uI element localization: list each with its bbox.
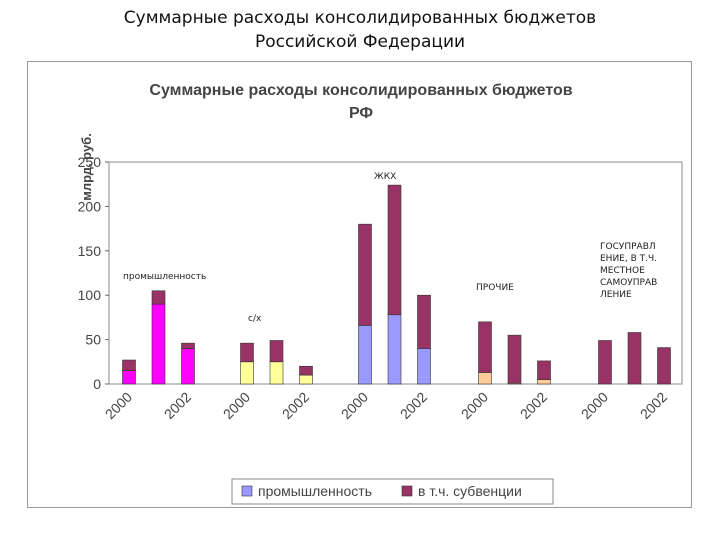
- bar-subsidy: [358, 223, 372, 326]
- x-tick-label: 2002: [637, 389, 670, 422]
- group-annotation: ГОСУПРАВЛ ЕНИЕ, В Т.Ч. МЕСТНОЕ САМОУПРАВ ЛЕН…: [600, 242, 657, 300]
- legend-swatch: [401, 485, 413, 497]
- x-tick-label: 2000: [220, 389, 253, 422]
- x-tick-label: 2002: [279, 389, 312, 422]
- group-annotation: ЖКХ: [374, 172, 396, 182]
- y-tick-label: 200: [78, 198, 102, 214]
- bar-subsidy: [598, 340, 612, 385]
- group-annotation: промышленность: [123, 272, 206, 282]
- bar-base: [387, 314, 402, 385]
- bar-base: [269, 361, 284, 385]
- bar-subsidy: [507, 334, 522, 384]
- bar-subsidy: [122, 359, 136, 371]
- y-tick-label: 0: [93, 376, 101, 392]
- legend-label: промышленность: [258, 483, 372, 499]
- legend-label: в т.ч. субвенции: [418, 483, 522, 499]
- x-tick-label: 2000: [458, 389, 491, 422]
- x-tick-label: 2002: [161, 389, 194, 422]
- bar-base: [478, 372, 492, 385]
- bar-subsidy: [240, 342, 254, 363]
- bar-base: [151, 303, 166, 385]
- bar-base: [122, 370, 136, 385]
- group-annotation: ПРОЧИЕ: [476, 283, 514, 293]
- y-tick-label: 250: [78, 154, 102, 170]
- x-tick-label: 2002: [397, 389, 430, 422]
- bar-subsidy: [537, 360, 551, 380]
- legend-box: [231, 478, 554, 505]
- bar-subsidy: [417, 294, 431, 349]
- bar-base: [537, 379, 551, 385]
- y-tick-label: 50: [85, 332, 101, 348]
- bar-subsidy: [387, 184, 402, 316]
- y-tick-label: 100: [78, 287, 102, 303]
- chart-frame: Суммарные расходы консолидированных бюдж…: [27, 61, 692, 508]
- chart-title-line2: РФ: [349, 105, 373, 122]
- bar-subsidy: [181, 342, 195, 349]
- bar-subsidy: [657, 347, 671, 385]
- chart-title-line1: Суммарные расходы консолидированных бюдж…: [149, 82, 572, 99]
- x-tick-label: 2002: [517, 389, 550, 422]
- chart: Суммарные расходы консолидированных бюдж…: [78, 82, 683, 505]
- bar-base: [358, 325, 372, 385]
- x-tick-label: 2000: [102, 389, 135, 422]
- slide-title-line2: Российской Федерации: [254, 32, 466, 52]
- legend-swatch: [241, 485, 253, 497]
- bar-subsidy: [299, 365, 313, 376]
- bar-base: [417, 348, 431, 385]
- x-tick-label: 2000: [578, 389, 611, 422]
- bar-subsidy: [627, 332, 642, 385]
- bar-subsidy: [269, 340, 284, 363]
- bar-subsidy: [151, 290, 166, 305]
- slide-title: Суммарные расходы консолидированных бюдж…: [0, 6, 720, 54]
- bar-base: [240, 361, 254, 385]
- group-annotation: с/х: [248, 314, 262, 324]
- bar-base: [299, 374, 313, 385]
- slide-title-line1: Суммарные расходы консолидированных бюдж…: [123, 8, 597, 28]
- bar-subsidy: [478, 321, 492, 373]
- x-tick-label: 2000: [338, 389, 371, 422]
- bar-base: [181, 348, 195, 385]
- y-tick-label: 150: [78, 243, 102, 259]
- y-axis-label: млрд. руб.: [79, 133, 94, 201]
